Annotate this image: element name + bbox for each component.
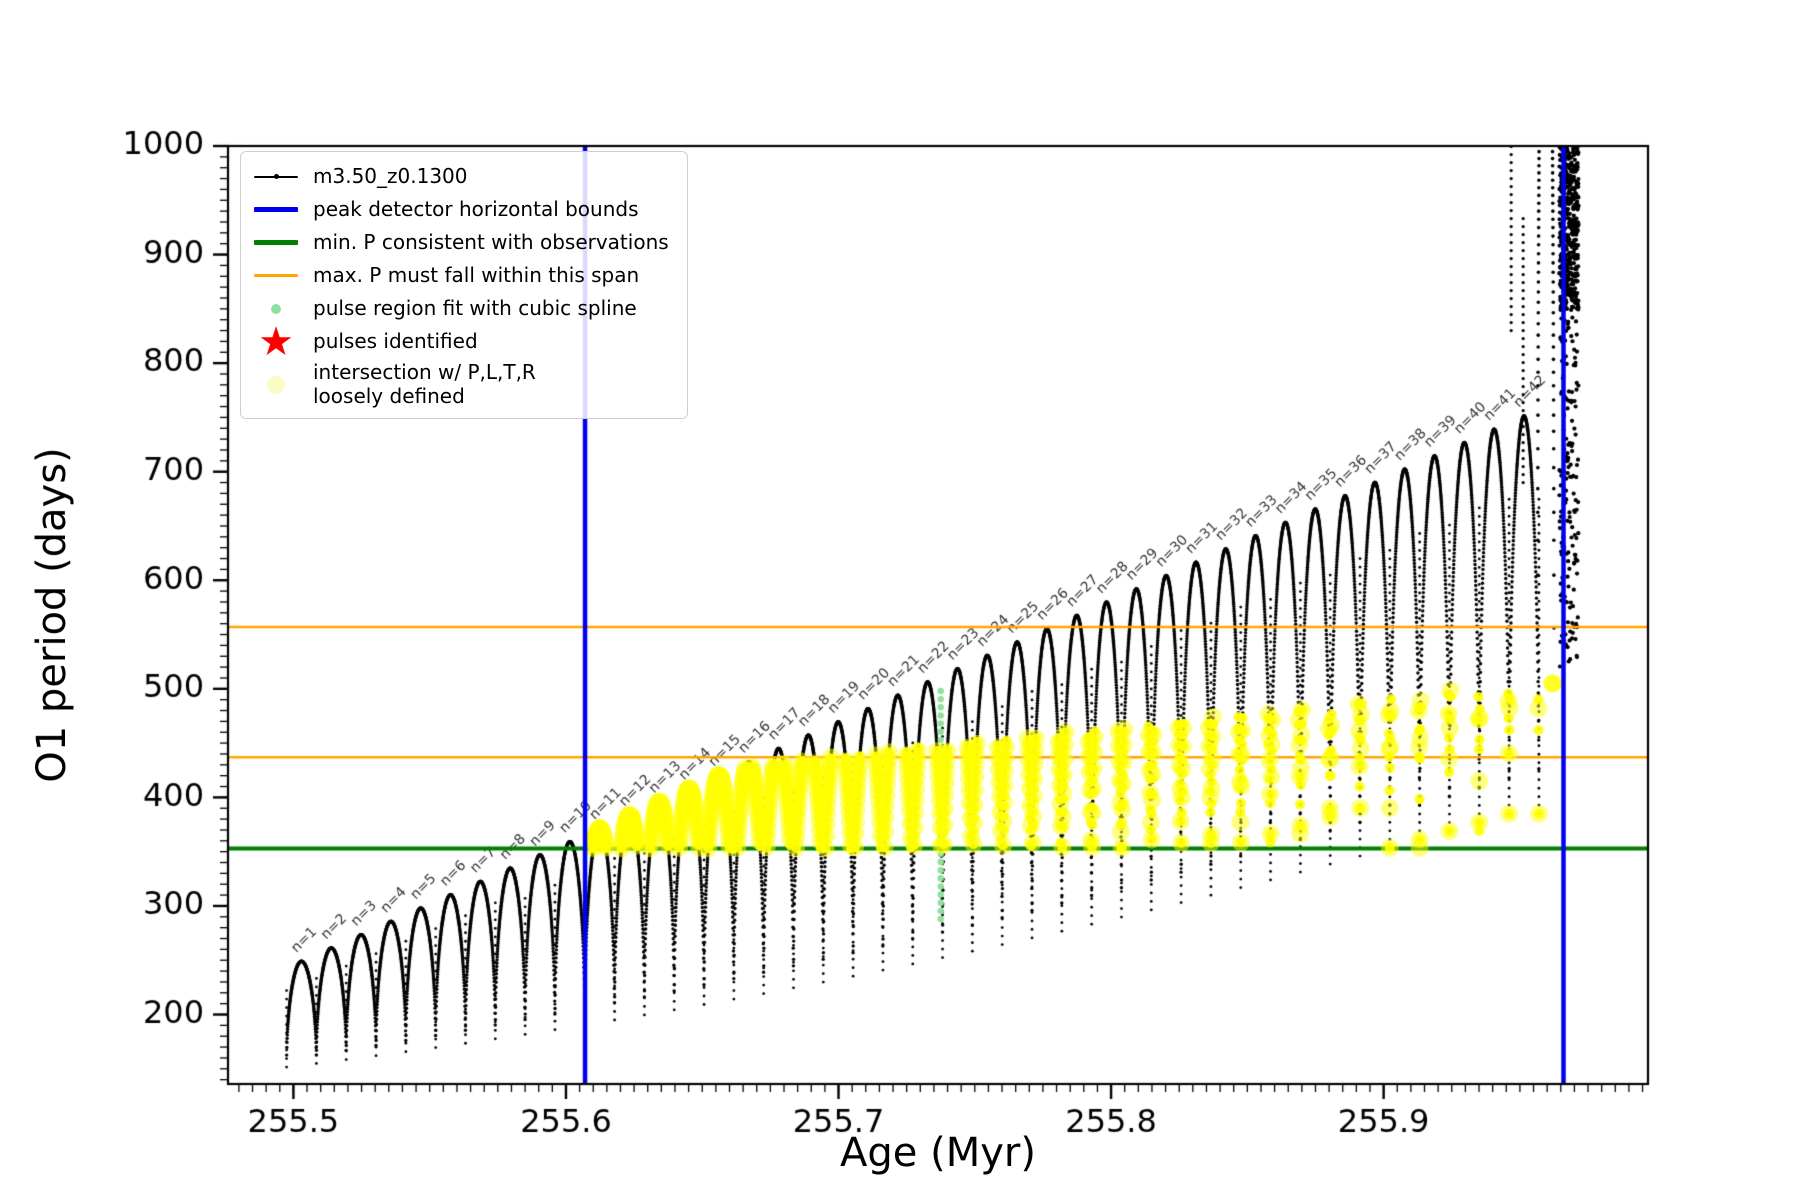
- legend-item-series: m3.50_z0.1300: [251, 162, 669, 191]
- orange-line-icon: [251, 274, 301, 277]
- legend-item-peak-bounds: peak detector horizontal bounds: [251, 195, 669, 224]
- legend-label: m3.50_z0.1300: [313, 163, 468, 188]
- legend-label: pulse region fit with cubic spline: [313, 295, 637, 320]
- legend: m3.50_z0.1300 peak detector horizontal b…: [240, 151, 688, 420]
- y-axis-label: O1 period (days): [29, 447, 75, 783]
- legend-item-min-p: min. P consistent with observations: [251, 228, 669, 257]
- legend-label: min. P consistent with observations: [313, 229, 669, 254]
- legend-label: pulses identified: [313, 329, 478, 354]
- legend-item-spline: pulse region fit with cubic spline: [251, 294, 669, 323]
- blue-line-icon: [251, 207, 301, 212]
- green-dot-icon: [251, 303, 301, 314]
- pale-yellow-dot-icon: [251, 375, 301, 394]
- x-axis-label: Age (Myr): [840, 1130, 1036, 1176]
- legend-item-pulses: ★ pulses identified: [251, 319, 669, 365]
- green-line-icon: [251, 240, 301, 245]
- red-star-icon: ★: [258, 319, 294, 365]
- legend-item-intersection: intersection w/ P,L,T,R loosely defined: [251, 360, 669, 408]
- series-line-icon: [251, 173, 301, 179]
- legend-label: intersection w/ P,L,T,R loosely defined: [313, 360, 536, 408]
- legend-label: peak detector horizontal bounds: [313, 196, 639, 221]
- legend-item-max-p: max. P must fall within this span: [251, 261, 669, 290]
- legend-label: max. P must fall within this span: [313, 262, 640, 287]
